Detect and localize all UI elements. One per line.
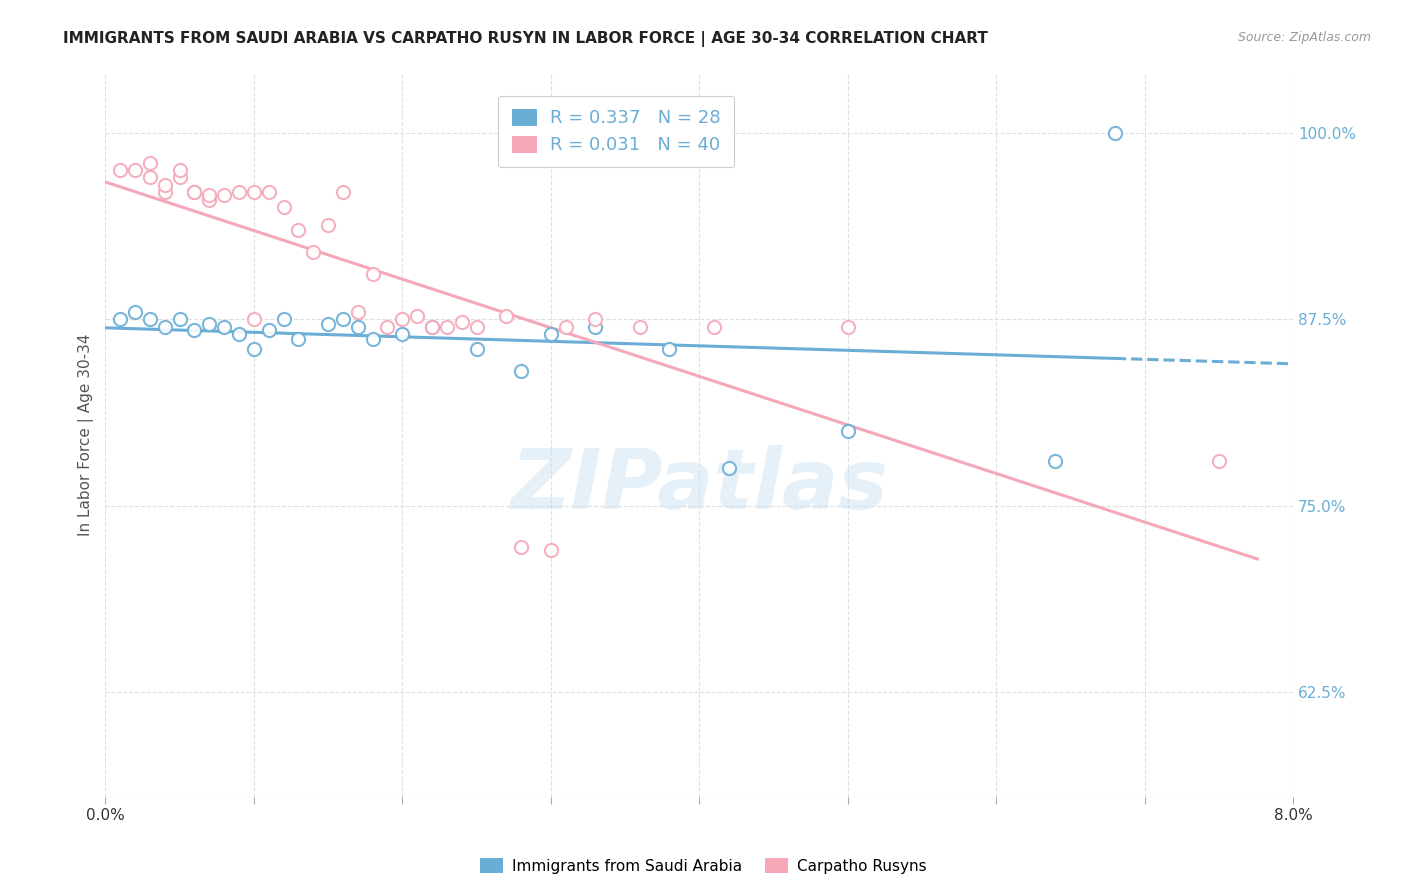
Point bbox=[228, 327, 250, 342]
Point bbox=[583, 312, 606, 326]
Point bbox=[212, 188, 235, 202]
Point bbox=[717, 461, 740, 475]
Point bbox=[183, 186, 205, 200]
Point bbox=[436, 319, 458, 334]
Point bbox=[628, 319, 651, 334]
Point bbox=[316, 317, 339, 331]
Point bbox=[837, 319, 859, 334]
Point bbox=[406, 309, 429, 323]
Point bbox=[257, 323, 280, 337]
Point bbox=[316, 218, 339, 232]
Point bbox=[153, 178, 176, 192]
Point bbox=[540, 327, 562, 342]
Point bbox=[465, 342, 488, 356]
Point bbox=[257, 186, 280, 200]
Point bbox=[377, 319, 399, 334]
Point bbox=[198, 317, 221, 331]
Point bbox=[243, 186, 266, 200]
Point bbox=[198, 188, 221, 202]
Point bbox=[510, 364, 533, 378]
Legend: Immigrants from Saudi Arabia, Carpatho Rusyns: Immigrants from Saudi Arabia, Carpatho R… bbox=[474, 852, 932, 880]
Point bbox=[169, 170, 191, 185]
Point bbox=[346, 319, 368, 334]
Point bbox=[198, 193, 221, 207]
Point bbox=[332, 312, 354, 326]
Point bbox=[139, 155, 162, 169]
Point bbox=[346, 304, 368, 318]
Point bbox=[287, 222, 309, 236]
Point bbox=[110, 163, 132, 178]
Point bbox=[212, 319, 235, 334]
Point bbox=[183, 186, 205, 200]
Point bbox=[139, 312, 162, 326]
Point bbox=[450, 315, 472, 329]
Point bbox=[124, 163, 146, 178]
Text: ZIPatlas: ZIPatlas bbox=[510, 445, 889, 526]
Legend: R = 0.337   N = 28, R = 0.031   N = 40: R = 0.337 N = 28, R = 0.031 N = 40 bbox=[498, 95, 734, 167]
Point bbox=[287, 332, 309, 346]
Point bbox=[540, 543, 562, 558]
Point bbox=[169, 312, 191, 326]
Point bbox=[465, 319, 488, 334]
Point bbox=[510, 541, 533, 555]
Point bbox=[153, 186, 176, 200]
Point bbox=[273, 200, 295, 214]
Point bbox=[1104, 126, 1126, 140]
Point bbox=[1045, 454, 1067, 468]
Point bbox=[837, 424, 859, 438]
Point bbox=[1208, 454, 1230, 468]
Point bbox=[332, 186, 354, 200]
Point bbox=[361, 332, 384, 346]
Point bbox=[554, 319, 576, 334]
Y-axis label: In Labor Force | Age 30-34: In Labor Force | Age 30-34 bbox=[79, 334, 94, 536]
Text: Source: ZipAtlas.com: Source: ZipAtlas.com bbox=[1237, 31, 1371, 45]
Text: IMMIGRANTS FROM SAUDI ARABIA VS CARPATHO RUSYN IN LABOR FORCE | AGE 30-34 CORREL: IMMIGRANTS FROM SAUDI ARABIA VS CARPATHO… bbox=[63, 31, 988, 47]
Point bbox=[420, 319, 443, 334]
Point bbox=[420, 319, 443, 334]
Point bbox=[243, 342, 266, 356]
Point bbox=[124, 304, 146, 318]
Point bbox=[658, 342, 681, 356]
Point bbox=[273, 312, 295, 326]
Point bbox=[169, 163, 191, 178]
Point bbox=[495, 309, 517, 323]
Point bbox=[183, 323, 205, 337]
Point bbox=[139, 170, 162, 185]
Point bbox=[583, 319, 606, 334]
Point bbox=[703, 319, 725, 334]
Point bbox=[302, 245, 325, 260]
Point bbox=[243, 312, 266, 326]
Point bbox=[391, 327, 413, 342]
Point bbox=[361, 268, 384, 282]
Point bbox=[228, 186, 250, 200]
Point bbox=[153, 319, 176, 334]
Point bbox=[110, 312, 132, 326]
Point bbox=[391, 312, 413, 326]
